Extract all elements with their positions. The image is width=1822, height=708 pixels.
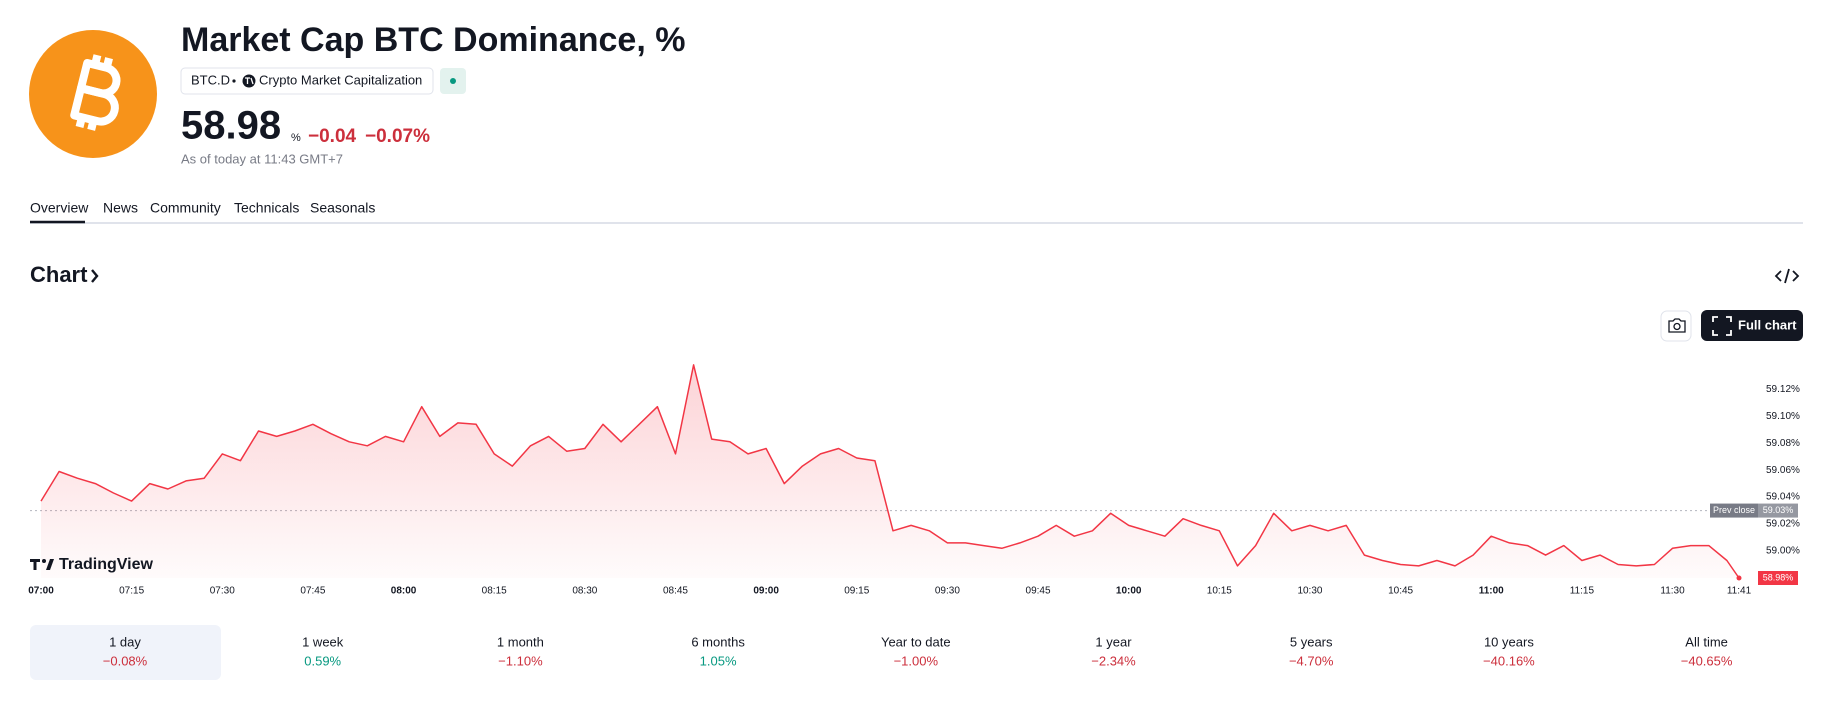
x-tick-label: 11:30 (1660, 586, 1685, 597)
periods: 1 day −0.08% 1 week 0.59% 1 month −1.10% 6 mon… (103, 634, 1733, 668)
prev-close-label: Prev close (1713, 505, 1755, 515)
tab[interactable]: News (103, 200, 138, 216)
x-tick-label: 08:15 (482, 586, 507, 597)
page-title: Market Cap BTC Dominance, % (181, 21, 685, 59)
section-chevron (91, 269, 99, 283)
area-fill (41, 364, 1739, 578)
y-tick-label: 59.12% (1766, 384, 1800, 395)
x-tick-label: 07:30 (210, 586, 235, 597)
period-change: 0.59% (304, 653, 341, 668)
period-label[interactable]: 1 month (497, 634, 544, 649)
y-tick-label: 59.02% (1766, 519, 1800, 530)
period-label[interactable]: Year to date (881, 634, 951, 649)
y-tick-label: 59.00% (1766, 546, 1800, 557)
period-label[interactable]: 1 day (109, 634, 141, 649)
watermark: TradingView (30, 556, 154, 573)
tabs: Overview News Community Technicals Seasonals (30, 200, 375, 216)
y-tick-label: 59.06% (1766, 465, 1800, 476)
price-line (40, 364, 1740, 579)
exchange-icon-mark (245, 77, 254, 85)
separator-dot (232, 79, 236, 83)
section-title[interactable]: Chart (30, 262, 88, 287)
tab[interactable]: Technicals (234, 200, 299, 216)
exchange-icon (242, 74, 256, 88)
x-tick-label: 10:15 (1207, 586, 1232, 597)
as-of: As of today at 11:43 GMT+7 (181, 151, 343, 166)
tab[interactable]: Community (150, 200, 221, 216)
x-tick-label: 07:15 (119, 586, 144, 597)
exchange-name: Crypto Market Capitalization (259, 72, 422, 87)
symbol-chip[interactable] (180, 67, 434, 95)
period-change: −4.70% (1289, 653, 1334, 668)
x-tick-label: 09:15 (844, 586, 869, 597)
y-tick-label: 59.10% (1766, 411, 1800, 422)
prev-close-value-tag (1758, 503, 1798, 518)
x-tick-label: 10:00 (1116, 586, 1142, 597)
period-change: 1.05% (700, 653, 737, 668)
period-label[interactable]: 10 years (1484, 634, 1534, 649)
selected-period-bg (30, 625, 221, 680)
prev-close-value: 59.03% (1763, 505, 1794, 515)
period-label[interactable]: 1 year (1095, 634, 1132, 649)
y-tick-label: 59.04% (1766, 492, 1800, 503)
x-tick-label: 10:45 (1388, 586, 1413, 597)
period-change: −40.16% (1483, 653, 1535, 668)
status-dot (450, 78, 456, 84)
expand-icon (1712, 316, 1732, 336)
x-tick-label: 09:45 (1026, 586, 1051, 597)
full-chart-label: Full chart (1738, 317, 1797, 332)
x-tick-label: 07:45 (300, 586, 325, 597)
period-change: −1.10% (498, 653, 543, 668)
embed-icon[interactable] (1774, 268, 1800, 284)
period-change: −1.00% (894, 653, 939, 668)
x-tick-label: 10:30 (1297, 586, 1322, 597)
x-tick-label: 09:30 (935, 586, 960, 597)
last-value-label: 58.98% (1763, 572, 1794, 582)
price-unit: % (291, 132, 301, 144)
last-point (1736, 575, 1742, 581)
camera-lens (1673, 322, 1681, 331)
prev-close-tag (1710, 503, 1758, 518)
x-tick-label: 07:00 (28, 586, 54, 597)
period-label[interactable]: All time (1685, 634, 1728, 649)
x-tick-label: 08:30 (572, 586, 597, 597)
x-tick-label: 09:00 (753, 586, 779, 597)
period-label[interactable]: 1 week (302, 634, 344, 649)
x-tick-label: 08:00 (391, 586, 417, 597)
period-change: −0.08% (103, 653, 148, 668)
tab[interactable]: Seasonals (310, 200, 375, 216)
snapshot-button[interactable] (1660, 310, 1692, 342)
camera-icon (1668, 318, 1686, 333)
x-tick-label: 11:15 (1570, 586, 1595, 597)
period-label[interactable]: 5 years (1290, 634, 1333, 649)
period-label[interactable]: 6 months (691, 634, 745, 649)
period-change: −2.34% (1091, 653, 1136, 668)
y-tick-label: 59.08% (1766, 438, 1800, 449)
chart: 59.12% 59.10% 59.08% 59.06% 59.04% 59.02% 59.0… (28, 364, 1800, 597)
tab[interactable]: Overview (30, 200, 89, 216)
price-change: −0.04 (308, 126, 357, 147)
coin-logo (29, 30, 157, 158)
period-change: −40.65% (1681, 653, 1733, 668)
price-change-percent: −0.07% (365, 126, 430, 147)
x-tick-label: 08:45 (663, 586, 688, 597)
x-tick-label: 11:00 (1479, 586, 1504, 597)
watermark-text: TradingView (59, 556, 154, 573)
price: 58.98 (181, 104, 281, 148)
x-tick-label: 11:41 (1727, 586, 1752, 597)
ticker: BTC.D (191, 72, 230, 87)
last-value-tag (1758, 571, 1798, 585)
